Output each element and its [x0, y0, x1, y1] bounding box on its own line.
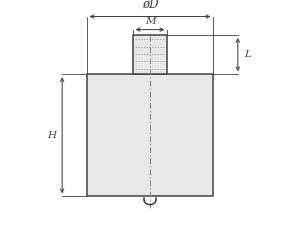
Text: M: M [145, 17, 155, 26]
Text: L: L [244, 50, 251, 59]
Text: H: H [47, 131, 56, 140]
Bar [87, 74, 213, 196]
Text: øD: øD [142, 0, 158, 11]
Bar [133, 35, 167, 74]
